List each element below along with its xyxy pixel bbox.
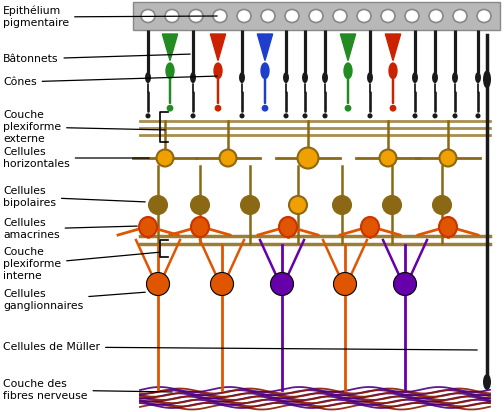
Ellipse shape (279, 217, 297, 237)
Polygon shape (386, 34, 401, 61)
Text: Couche
plexiforme
interne: Couche plexiforme interne (3, 247, 159, 281)
Ellipse shape (239, 72, 245, 83)
Text: Cellules
ganglionnaires: Cellules ganglionnaires (3, 289, 145, 311)
Ellipse shape (149, 196, 167, 214)
Ellipse shape (302, 72, 308, 83)
Text: Bâtonnets: Bâtonnets (3, 54, 190, 64)
Ellipse shape (405, 9, 419, 23)
Ellipse shape (191, 217, 209, 237)
Ellipse shape (412, 72, 418, 83)
Ellipse shape (390, 105, 397, 112)
Text: Epithélium
pigmentaire: Epithélium pigmentaire (3, 6, 217, 28)
Ellipse shape (237, 9, 251, 23)
Ellipse shape (213, 62, 223, 79)
Polygon shape (340, 34, 356, 61)
Ellipse shape (412, 113, 417, 118)
Ellipse shape (297, 147, 319, 169)
Ellipse shape (439, 217, 457, 237)
Ellipse shape (334, 272, 356, 295)
Ellipse shape (357, 9, 371, 23)
Ellipse shape (191, 113, 196, 118)
Polygon shape (162, 34, 177, 61)
Ellipse shape (289, 196, 307, 214)
Ellipse shape (361, 217, 379, 237)
Ellipse shape (211, 272, 233, 295)
Ellipse shape (439, 150, 457, 166)
Ellipse shape (367, 113, 372, 118)
Text: Couche
plexiforme
externe: Couche plexiforme externe (3, 110, 165, 144)
Ellipse shape (213, 9, 227, 23)
Ellipse shape (394, 272, 416, 295)
Ellipse shape (145, 72, 151, 83)
Ellipse shape (241, 196, 259, 214)
Ellipse shape (220, 150, 236, 166)
Ellipse shape (432, 72, 438, 83)
Ellipse shape (380, 150, 397, 166)
Ellipse shape (157, 150, 173, 166)
Ellipse shape (147, 272, 169, 295)
Ellipse shape (433, 196, 451, 214)
Ellipse shape (165, 62, 175, 79)
Ellipse shape (283, 113, 289, 118)
Ellipse shape (262, 105, 269, 112)
Ellipse shape (146, 113, 151, 118)
Ellipse shape (483, 374, 491, 390)
Ellipse shape (453, 113, 458, 118)
Ellipse shape (261, 9, 275, 23)
Ellipse shape (271, 272, 293, 295)
Ellipse shape (475, 72, 481, 83)
Ellipse shape (167, 105, 173, 112)
Ellipse shape (333, 196, 351, 214)
Ellipse shape (190, 72, 196, 83)
Ellipse shape (285, 9, 299, 23)
Ellipse shape (189, 9, 203, 23)
Ellipse shape (141, 9, 155, 23)
Ellipse shape (139, 217, 157, 237)
Text: Couche des
fibres nerveuse: Couche des fibres nerveuse (3, 379, 172, 401)
Ellipse shape (345, 105, 351, 112)
Ellipse shape (475, 113, 480, 118)
Ellipse shape (191, 196, 209, 214)
Ellipse shape (367, 72, 373, 83)
Ellipse shape (261, 62, 270, 79)
Ellipse shape (388, 62, 398, 79)
Text: Cellules de Müller: Cellules de Müller (3, 342, 477, 352)
Text: Cellules
amacrines: Cellules amacrines (3, 218, 137, 240)
Text: Cellules
bipolaires: Cellules bipolaires (3, 186, 145, 208)
Ellipse shape (215, 105, 221, 112)
Ellipse shape (165, 9, 179, 23)
Ellipse shape (477, 9, 491, 23)
Ellipse shape (283, 72, 289, 83)
Ellipse shape (333, 9, 347, 23)
Ellipse shape (452, 72, 458, 83)
Ellipse shape (429, 9, 443, 23)
Ellipse shape (381, 9, 395, 23)
Ellipse shape (239, 113, 244, 118)
Ellipse shape (323, 113, 328, 118)
Polygon shape (210, 34, 226, 61)
Bar (133, 2, 500, 30)
Ellipse shape (453, 9, 467, 23)
Polygon shape (258, 34, 273, 61)
Text: Cellules
horizontales: Cellules horizontales (3, 147, 149, 169)
Ellipse shape (483, 70, 491, 88)
Ellipse shape (322, 72, 328, 83)
Ellipse shape (383, 196, 401, 214)
Ellipse shape (309, 9, 323, 23)
Ellipse shape (432, 113, 437, 118)
Text: Cônes: Cônes (3, 76, 217, 87)
Ellipse shape (343, 62, 353, 79)
Ellipse shape (302, 113, 307, 118)
